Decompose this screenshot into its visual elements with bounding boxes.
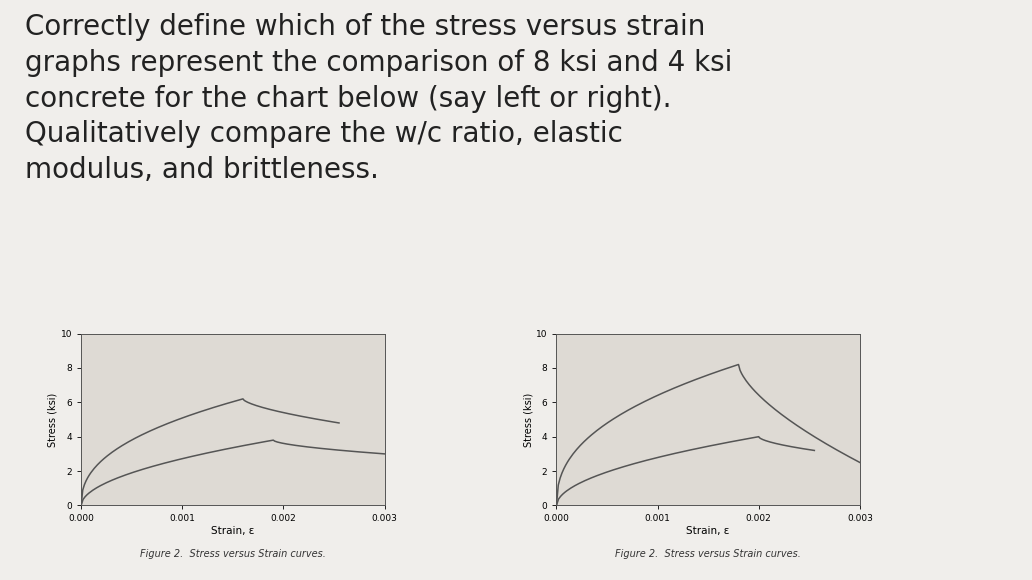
Text: Correctly define which of the stress versus strain
graphs represent the comparis: Correctly define which of the stress ver… bbox=[26, 13, 733, 184]
X-axis label: Strain, ε: Strain, ε bbox=[212, 526, 255, 537]
Y-axis label: Stress (ksi): Stress (ksi) bbox=[523, 393, 534, 447]
Y-axis label: Stress (ksi): Stress (ksi) bbox=[47, 393, 58, 447]
Text: Figure 2.  Stress versus Strain curves.: Figure 2. Stress versus Strain curves. bbox=[140, 549, 326, 559]
X-axis label: Strain, ε: Strain, ε bbox=[686, 526, 730, 537]
Text: Figure 2.  Stress versus Strain curves.: Figure 2. Stress versus Strain curves. bbox=[615, 549, 801, 559]
